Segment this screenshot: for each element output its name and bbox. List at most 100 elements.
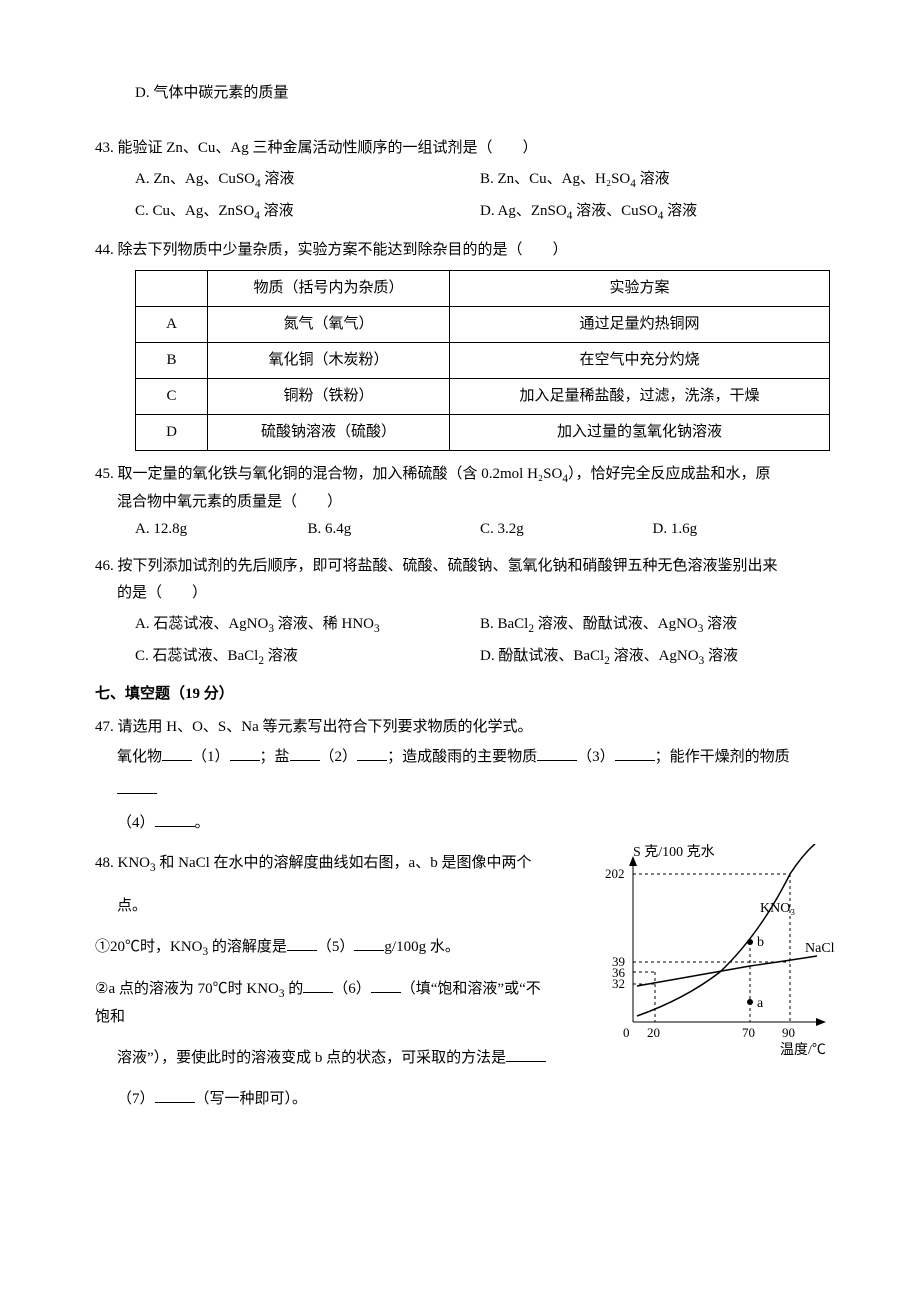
- opt-text: 溶液: [663, 203, 697, 219]
- chem-base: CuSO: [621, 203, 658, 219]
- q45-option-d: D. 1.6g: [653, 516, 826, 543]
- chem-formula: AgNO3: [658, 616, 704, 632]
- cell: 加入过量的氢氧化钠溶液: [450, 414, 830, 450]
- opt-text: A. 石蕊试液、: [135, 616, 228, 632]
- cell: 在空气中充分灼烧: [450, 342, 830, 378]
- chem-formula: KNO3: [246, 981, 284, 997]
- label-text: 溶液”），要使此时的溶液变成 b 点的状态，可采取的方法是: [117, 1050, 506, 1066]
- blank-5-post: [354, 950, 384, 951]
- opt-text: A. Zn、Ag、: [135, 171, 218, 187]
- point-a-label: a: [757, 996, 764, 1011]
- chem-base: HNO: [341, 616, 374, 632]
- label-text: 氧化物: [117, 749, 162, 765]
- opt-text: 溶液、: [610, 648, 659, 664]
- stem-text: 48.: [95, 855, 118, 871]
- q48: 48. KNO3 和 NaCl 在水中的溶解度曲线如右图，a、b 是图像中两个 …: [95, 850, 825, 1113]
- q43-option-c: C. Cu、Ag、ZnSO4 溶液: [135, 198, 480, 226]
- chem-formula: KNO3: [170, 939, 208, 955]
- opt-text: 溶液: [636, 171, 670, 187]
- q48-stem-line1: 48. KNO3 和 NaCl 在水中的溶解度曲线如右图，a、b 是图像中两个: [95, 850, 555, 878]
- cell: D: [136, 414, 208, 450]
- q47-body: 氧化物（1）；盐（2）；造成酸雨的主要物质（3）；能作干燥剂的物质 （4）。: [95, 741, 825, 840]
- opt-text: 溶液、: [572, 203, 621, 219]
- chem-base: AgNO: [228, 616, 268, 632]
- stem-text: ），恰好完全反应成盐和水，原: [568, 466, 771, 482]
- y-axis-label: S 克/100 克水: [633, 844, 715, 860]
- opt-text: 溶液: [260, 203, 294, 219]
- q45-option-a: A. 12.8g: [135, 516, 308, 543]
- chem-base: H₂SO: [527, 466, 562, 482]
- blank-7-post: [155, 1102, 195, 1103]
- chem-base: H₂SO: [595, 171, 630, 187]
- q45-stem-line2: 混合物中氧元素的质量是（ ）: [95, 489, 825, 516]
- opt-text: 溶液: [704, 648, 738, 664]
- chem-formula: CuSO4: [621, 203, 663, 219]
- label-text: ②a 点的溶液为 70℃时: [95, 981, 246, 997]
- q43: 43. 能验证 Zn、Cu、Ag 三种金属活动性顺序的一组试剂是（ ） A. Z…: [95, 135, 825, 227]
- q48-part2: ②a 点的溶液为 70℃时 KNO3 的（6）（填“饱和溶液”或“不饱和: [95, 976, 555, 1031]
- stem-text: 和 NaCl 在水中的溶解度曲线如右图，a、b 是图像中两个: [156, 855, 532, 871]
- q44-table: 物质（括号内为杂质） 实验方案 A氮气（氧气）通过足量灼热铜网 B氧化铜（木炭粉…: [135, 270, 830, 451]
- cell: 氮气（氧气）: [208, 306, 450, 342]
- chem-formula: BaCl2: [573, 648, 609, 664]
- opt-text: 溶液: [264, 648, 298, 664]
- chem-formula: ZnSO4: [218, 203, 259, 219]
- chem-formula: CuSO4: [218, 171, 260, 187]
- label-text: 的: [284, 981, 303, 997]
- blank-3-pre: [537, 760, 577, 761]
- solubility-chart: S 克/100 克水 202 39 36 32 20 70 90 0: [585, 844, 845, 1059]
- kno3-label: KNO₃: [760, 901, 795, 916]
- q46-stem-line1: 46. 按下列添加试剂的先后顺序，即可将盐酸、硫酸、硫酸钠、氢氧化钠和硝酸钾五种…: [95, 553, 825, 580]
- label-text: 的溶解度是: [208, 939, 287, 955]
- blank-number: （6）: [333, 981, 371, 997]
- origin-label: 0: [623, 1025, 630, 1040]
- chem-formula: BaCl2: [228, 648, 264, 664]
- q47-stem: 47. 请选用 H、O、S、Na 等元素写出符合下列要求物质的化学式。: [95, 714, 825, 741]
- cell: 通过足量灼热铜网: [450, 306, 830, 342]
- cell: 加入足量稀盐酸，过滤，洗涤，干燥: [450, 378, 830, 414]
- blank-4-post: [155, 826, 195, 827]
- table-row: A氮气（氧气）通过足量灼热铜网: [136, 306, 830, 342]
- chem-base: ZnSO: [218, 203, 254, 219]
- opt-text: D. 酚酞试液、: [480, 648, 573, 664]
- label-text: g/100g 水。: [384, 939, 459, 955]
- q45-stem-line1: 45. 取一定量的氧化铁与氧化铜的混合物，加入稀硫酸（含 0.2mol H₂SO…: [95, 461, 825, 489]
- cell: A: [136, 306, 208, 342]
- blank-number: （7）: [117, 1091, 155, 1107]
- section-7-title: 七、填空题（19 分）: [95, 681, 825, 708]
- label-text: ；造成酸雨的主要物质: [387, 749, 537, 765]
- label-text: 。: [195, 815, 210, 831]
- q46: 46. 按下列添加试剂的先后顺序，即可将盐酸、硫酸、硫酸钠、氢氧化钠和硝酸钾五种…: [95, 553, 825, 672]
- q46-option-a: A. 石蕊试液、AgNO3 溶液、稀 HNO3: [135, 611, 480, 639]
- blank-4-pre: [117, 793, 157, 794]
- cell: 铜粉（铁粉）: [208, 378, 450, 414]
- chart-svg: S 克/100 克水 202 39 36 32 20 70 90 0: [585, 844, 845, 1059]
- blank-2-pre: [290, 760, 320, 761]
- opt-text: 溶液、稀: [274, 616, 342, 632]
- opt-text: D. Ag、: [480, 203, 531, 219]
- opt-text: 溶液: [703, 616, 737, 632]
- label-text: ；盐: [260, 749, 290, 765]
- chem-base: KNO: [246, 981, 279, 997]
- blank-2-post: [357, 760, 387, 761]
- blank-1-post: [230, 760, 260, 761]
- chem-formula: H₂SO4: [527, 466, 568, 482]
- table-row: B氧化铜（木炭粉）在空气中充分灼烧: [136, 342, 830, 378]
- x-axis-arrow-icon: [816, 1018, 826, 1026]
- chem-base: BaCl: [228, 648, 259, 664]
- cell: 氧化铜（木炭粉）: [208, 342, 450, 378]
- label-text: ①20℃时，: [95, 939, 170, 955]
- opt-text: B.: [480, 616, 498, 632]
- chem-base: CuSO: [218, 171, 255, 187]
- opt-text: C. 石蕊试液、: [135, 648, 228, 664]
- blank-number: （3）: [577, 749, 615, 765]
- q44: 44. 除去下列物质中少量杂质，实验方案不能达到除杂目的的是（ ） 物质（括号内…: [95, 237, 825, 451]
- opt-text: B. Zn、Cu、Ag、: [480, 171, 595, 187]
- chem-base: AgNO: [658, 616, 698, 632]
- blank-number: （4）: [117, 815, 155, 831]
- q43-stem: 43. 能验证 Zn、Cu、Ag 三种金属活动性顺序的一组试剂是（ ）: [95, 135, 825, 162]
- chem-formula: ZnSO4: [531, 203, 572, 219]
- q42-option-d: D. 气体中碳元素的质量: [95, 80, 825, 107]
- q48-part1: ①20℃时，KNO3 的溶解度是（5）g/100g 水。: [95, 934, 555, 962]
- label-text: （写一种即可）。: [195, 1091, 308, 1107]
